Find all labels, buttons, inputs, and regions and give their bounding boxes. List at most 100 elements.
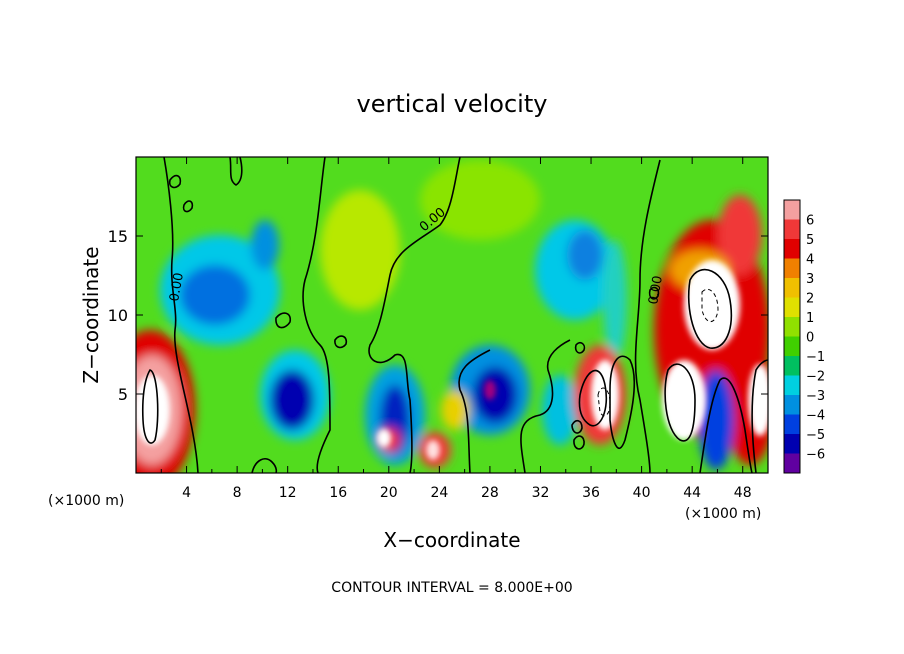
colorbar-tick-label: −5 [806, 428, 825, 443]
field-blob [180, 265, 250, 325]
contour-line [168, 174, 182, 189]
contour-line [275, 312, 292, 329]
y-tick-label: 15 [108, 227, 128, 246]
colorbar-frame [783, 199, 801, 474]
field-blob [718, 195, 762, 275]
field-core [136, 375, 170, 445]
x-tick-label: 24 [430, 485, 448, 501]
contour-line [634, 159, 661, 473]
contour-line [251, 458, 278, 473]
field-core [426, 440, 440, 460]
colorbar-tick-label: 5 [806, 233, 814, 248]
colorbar-tick-label: −4 [806, 409, 825, 424]
contour-line [334, 335, 348, 349]
field-core [377, 429, 391, 447]
colorbar-tick-label: −2 [806, 370, 825, 385]
contour-line [573, 435, 585, 450]
contour-line [520, 339, 571, 473]
x-tick-label: 20 [380, 485, 398, 501]
x-tick-label: 16 [329, 485, 347, 501]
y-axis: 5 10 15 [108, 227, 768, 404]
colorbar-swatch [784, 395, 800, 415]
contour-line [182, 200, 194, 213]
x-tick-label: 32 [532, 485, 550, 501]
x-tick-label: 48 [734, 485, 752, 501]
field-core [484, 380, 496, 400]
contour-line [699, 377, 753, 473]
contour-line-dashed [597, 387, 611, 417]
colorbar-swatch [784, 239, 800, 259]
colorbar-tick-label: 2 [806, 292, 814, 307]
field-blob [542, 375, 578, 445]
x-tick-label: 36 [582, 485, 600, 501]
contour-line [609, 355, 636, 449]
contour-line [571, 419, 583, 434]
contour-line [578, 369, 608, 427]
y-tick-label: 5 [118, 385, 128, 404]
contour-line [368, 157, 461, 473]
field-core [591, 360, 619, 430]
x-unit-left: (×1000 m) [48, 493, 124, 509]
colorbar-tick-label: −1 [806, 350, 825, 365]
x-tick-label: 28 [481, 485, 499, 501]
field-blob [270, 370, 314, 430]
y-tick-label: 10 [108, 306, 128, 325]
colorbar-tick-label: −6 [806, 448, 825, 463]
field-blob [320, 190, 400, 310]
colorbar-swatch [784, 414, 800, 435]
colorbar-swatch [784, 336, 800, 357]
field-blob [420, 160, 540, 240]
colorbar-tick-label: 3 [806, 272, 814, 287]
field-blob [251, 220, 279, 270]
x-tick-label: 8 [233, 485, 242, 501]
field-blob [567, 230, 603, 280]
field-core [662, 360, 706, 440]
contour-label: 0.00 [646, 275, 666, 306]
colorbar-tick-label: 4 [806, 253, 814, 268]
footer-contour-interval: CONTOUR INTERVAL = 8.000E+00 [331, 580, 572, 596]
contour-line [141, 369, 159, 444]
colorbar-swatch [784, 356, 800, 376]
x-tick-label: 44 [683, 485, 701, 501]
contour-line [302, 157, 331, 473]
field-blob [441, 390, 469, 430]
contour-label: 0.00 [167, 272, 187, 303]
colorbar-tick-label: 6 [806, 214, 814, 229]
x-axis: 4 8 12 16 20 24 28 32 36 40 44 48 [160, 157, 752, 501]
field-core [748, 364, 768, 436]
colorbar-tick-label: 1 [806, 311, 814, 326]
colorbar-swatch [784, 297, 800, 318]
colorbar-swatch [784, 258, 800, 279]
chart-title: vertical velocity [357, 90, 548, 118]
colorbar-tick-label: −3 [806, 389, 825, 404]
contour-line [574, 342, 586, 354]
colorbar: 6 5 4 3 2 1 0 −1 −2 −3 −4 −5 −6 [783, 199, 825, 474]
colorbar-swatch [784, 317, 800, 337]
colorbar-tick-label: 0 [806, 331, 814, 346]
x-tick-label: 4 [182, 485, 191, 501]
plot-area [136, 157, 768, 473]
field-core [684, 260, 740, 350]
colorbar-swatch [784, 219, 800, 240]
colorbar-swatch [784, 278, 800, 298]
x-unit-right: (×1000 m) [685, 506, 761, 522]
contour-lines [141, 157, 768, 473]
x-axis-title: X−coordinate [383, 528, 520, 552]
contour-line [751, 359, 768, 473]
contour-line [229, 157, 243, 186]
contour-lines-dashed [597, 288, 719, 417]
contour-line [163, 157, 199, 473]
contour-line-dashed [701, 288, 719, 323]
x-tick-label: 40 [633, 485, 651, 501]
field-blob [698, 370, 734, 470]
field-cores [136, 260, 768, 460]
contour-line [458, 349, 491, 473]
colorbar-swatch [784, 434, 800, 454]
contour-line [648, 286, 660, 300]
y-axis-title: Z−coordinate [79, 246, 103, 383]
field-blob [603, 240, 627, 360]
x-tick-label: 12 [279, 485, 297, 501]
contour-line [687, 268, 733, 349]
contour-line [664, 363, 696, 442]
